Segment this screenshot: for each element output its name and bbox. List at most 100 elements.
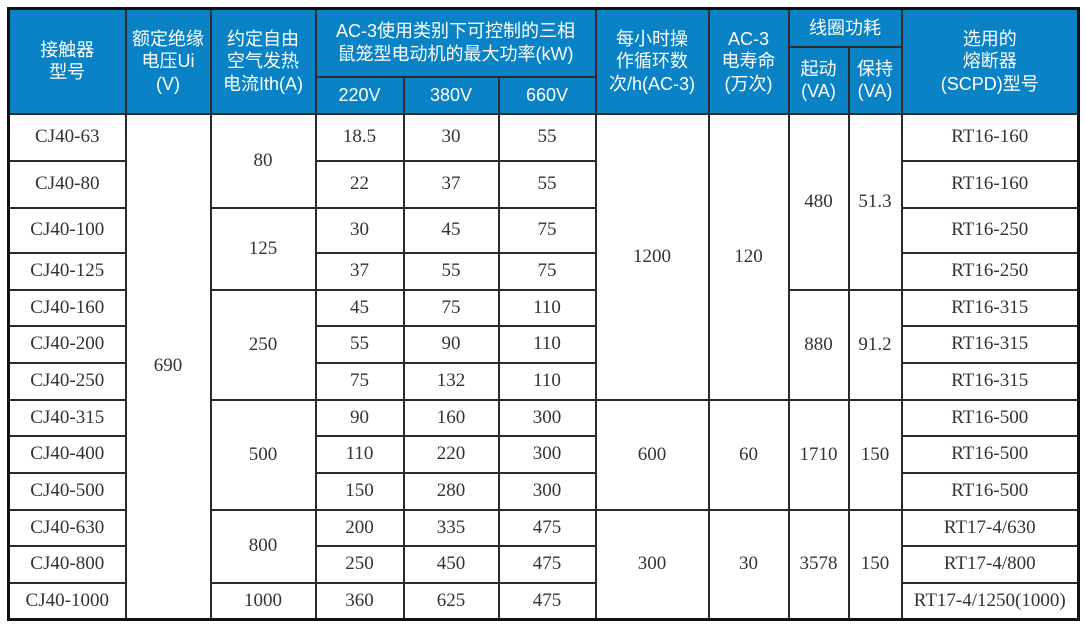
cell-coil-hold: 91.2: [847, 288, 903, 401]
cell-ith: 125: [209, 206, 317, 291]
cell-electrical-life: 30: [707, 508, 790, 621]
cell-power-660v: 110: [497, 288, 597, 327]
cell-fuse: RT17-4/1250(1000): [900, 581, 1080, 621]
cell-fuse: RT16-160: [900, 112, 1080, 162]
cell-power-220v: 150: [314, 471, 405, 511]
cell-power-220v: 18.5: [314, 112, 405, 162]
header-220v: 220V: [314, 75, 405, 115]
cell-power-380v: 45: [402, 206, 500, 254]
cell-power-380v: 37: [402, 159, 500, 209]
cell-power-220v: 200: [314, 508, 405, 547]
cell-power-660v: 55: [497, 112, 597, 162]
cell-power-380v: 280: [402, 471, 500, 511]
cell-power-220v: 75: [314, 361, 405, 401]
cell-ops-per-hour: 600: [594, 398, 710, 511]
cell-power-380v: 625: [402, 581, 500, 621]
cell-model: CJ40-125: [7, 251, 127, 291]
cell-model: CJ40-1000: [7, 581, 127, 621]
cell-power-660v: 110: [497, 324, 597, 364]
cell-fuse: RT17-4/800: [900, 544, 1080, 584]
cell-ith: 1000: [209, 581, 317, 621]
cell-power-660v: 75: [497, 251, 597, 291]
cell-power-220v: 30: [314, 206, 405, 254]
cell-fuse: RT16-500: [900, 434, 1080, 474]
header-fuse-type: 选用的 熔断器 (SCPD)型号: [900, 7, 1080, 115]
cell-power-220v: 360: [314, 581, 405, 621]
cell-ops-per-hour: 300: [594, 508, 710, 621]
contactor-spec-table: 接触器 型号 额定绝缘 电压Ui (V) 约定自由 空气发热 电流Ith(A) …: [7, 7, 1080, 621]
cell-power-660v: 300: [497, 398, 597, 437]
cell-fuse: RT16-500: [900, 398, 1080, 437]
cell-fuse: RT17-4/630: [900, 508, 1080, 547]
cell-power-380v: 160: [402, 398, 500, 437]
cell-power-220v: 55: [314, 324, 405, 364]
cell-power-660v: 475: [497, 508, 597, 547]
header-hold-va: 保持 (VA): [847, 45, 903, 115]
cell-fuse: RT16-250: [900, 251, 1080, 291]
cell-power-380v: 90: [402, 324, 500, 364]
cell-model: CJ40-315: [7, 398, 127, 437]
cell-power-660v: 475: [497, 544, 597, 584]
contactor-spec-table-wrap: 接触器 型号 额定绝缘 电压Ui (V) 约定自由 空气发热 电流Ith(A) …: [7, 7, 1080, 621]
cell-power-220v: 250: [314, 544, 405, 584]
cell-model: CJ40-500: [7, 471, 127, 511]
cell-model: CJ40-100: [7, 206, 127, 254]
cell-ith: 800: [209, 508, 317, 584]
cell-coil-start: 480: [787, 112, 850, 291]
cell-ith: 80: [209, 112, 317, 209]
cell-coil-start: 3578: [787, 508, 850, 621]
cell-fuse: RT16-160: [900, 159, 1080, 209]
header-start-va: 起动 (VA): [787, 45, 850, 115]
cell-coil-hold: 150: [847, 398, 903, 511]
cell-model: CJ40-63: [7, 112, 127, 162]
cell-power-380v: 55: [402, 251, 500, 291]
cell-model: CJ40-160: [7, 288, 127, 327]
header-electrical-life: AC-3 电寿命 (万次): [707, 7, 790, 115]
header-coil-consumption-group: 线圈功耗: [787, 7, 903, 48]
header-max-power-group: AC-3使用类别下可控制的三相 鼠笼型电动机的最大功率(kW): [314, 7, 597, 78]
header-660v: 660V: [497, 75, 597, 115]
cell-electrical-life: 60: [707, 398, 790, 511]
cell-fuse: RT16-500: [900, 471, 1080, 511]
cell-voltage-ui: 690: [124, 112, 212, 621]
cell-coil-start: 1710: [787, 398, 850, 511]
cell-coil-start: 880: [787, 288, 850, 401]
cell-power-380v: 335: [402, 508, 500, 547]
cell-power-660v: 110: [497, 361, 597, 401]
cell-power-380v: 132: [402, 361, 500, 401]
header-operating-cycles: 每小时操 作循环数 次/h(AC-3): [594, 7, 710, 115]
header-thermal-current: 约定自由 空气发热 电流Ith(A): [209, 7, 317, 115]
cell-model: CJ40-800: [7, 544, 127, 584]
cell-model: CJ40-400: [7, 434, 127, 474]
cell-power-660v: 75: [497, 206, 597, 254]
cell-fuse: RT16-315: [900, 288, 1080, 327]
cell-fuse: RT16-250: [900, 206, 1080, 254]
cell-power-380v: 75: [402, 288, 500, 327]
cell-fuse: RT16-315: [900, 324, 1080, 364]
cell-ops-per-hour: 1200: [594, 112, 710, 401]
cell-power-380v: 220: [402, 434, 500, 474]
cell-power-220v: 22: [314, 159, 405, 209]
header-contactor-model: 接触器 型号: [7, 7, 127, 115]
cell-model: CJ40-630: [7, 508, 127, 547]
cell-model: CJ40-250: [7, 361, 127, 401]
cell-power-220v: 110: [314, 434, 405, 474]
cell-coil-hold: 51.3: [847, 112, 903, 291]
cell-power-660v: 475: [497, 581, 597, 621]
cell-power-660v: 300: [497, 471, 597, 511]
cell-coil-hold: 150: [847, 508, 903, 621]
cell-fuse: RT16-315: [900, 361, 1080, 401]
cell-power-220v: 45: [314, 288, 405, 327]
cell-ith: 250: [209, 288, 317, 401]
header-rated-insulation-voltage: 额定绝缘 电压Ui (V): [124, 7, 212, 115]
cell-power-220v: 37: [314, 251, 405, 291]
header-380v: 380V: [402, 75, 500, 115]
cell-power-220v: 90: [314, 398, 405, 437]
cell-model: CJ40-80: [7, 159, 127, 209]
cell-power-660v: 55: [497, 159, 597, 209]
cell-model: CJ40-200: [7, 324, 127, 364]
cell-power-380v: 450: [402, 544, 500, 584]
cell-power-660v: 300: [497, 434, 597, 474]
cell-ith: 500: [209, 398, 317, 511]
cell-power-380v: 30: [402, 112, 500, 162]
